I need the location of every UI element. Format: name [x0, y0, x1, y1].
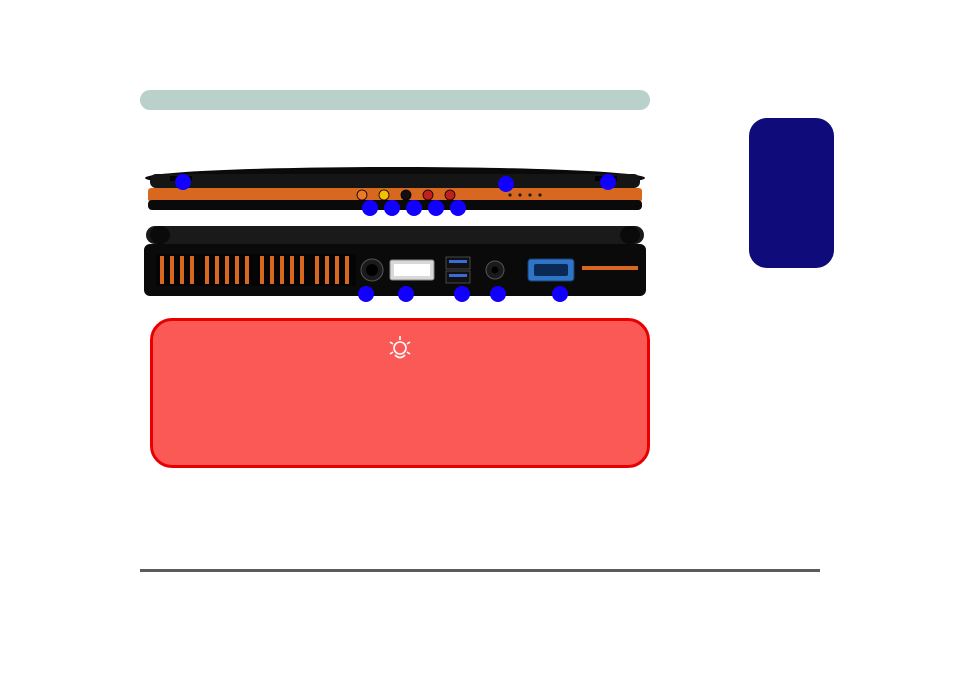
- warning-box: [150, 318, 650, 468]
- callout-marker: [428, 200, 444, 216]
- callout-marker: [490, 286, 506, 302]
- header-bar: [140, 90, 650, 110]
- callout-marker: [600, 174, 616, 190]
- laptop-rear-view: [140, 224, 650, 304]
- callout-marker: [454, 286, 470, 302]
- footer-divider: [140, 569, 820, 572]
- callout-marker: [175, 174, 191, 190]
- callout-marker: [358, 286, 374, 302]
- callout-marker: [362, 200, 378, 216]
- callout-marker: [406, 200, 422, 216]
- callout-marker: [398, 286, 414, 302]
- side-info-box: [749, 118, 834, 268]
- callout-marker: [552, 286, 568, 302]
- callout-marker: [450, 200, 466, 216]
- callout-marker: [498, 176, 514, 192]
- warning-icon: [385, 333, 415, 364]
- callout-marker: [384, 200, 400, 216]
